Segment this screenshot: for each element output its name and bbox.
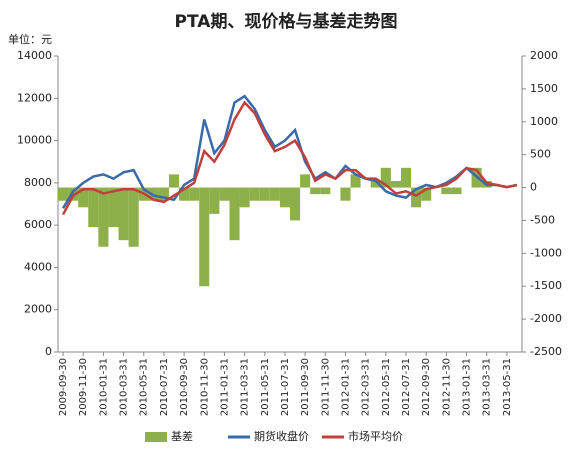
basis-bar xyxy=(340,187,351,201)
x-tick-label: 2012-07-31 xyxy=(401,358,412,416)
basis-bar xyxy=(441,187,452,195)
basis-bar xyxy=(58,187,69,201)
x-tick-label: 2013-05-31 xyxy=(502,358,513,416)
x-tick-label: 2009-11-30 xyxy=(78,358,89,416)
basis-bar xyxy=(118,187,129,241)
y-tick-label: 12000 xyxy=(17,91,52,104)
y2-tick-label: 500 xyxy=(530,148,551,161)
x-tick-label: 2011-07-31 xyxy=(280,358,291,416)
x-tick-label: 2010-03-31 xyxy=(119,358,130,416)
x-tick-label: 2012-09-30 xyxy=(421,358,432,416)
basis-bar xyxy=(350,174,361,188)
basis-bar xyxy=(411,187,422,208)
basis-bar xyxy=(390,180,401,188)
y-tick-label: 14000 xyxy=(17,49,52,62)
basis-bar xyxy=(199,187,210,287)
basis-bar xyxy=(269,187,280,201)
y2-tick-label: -1500 xyxy=(530,279,562,292)
y-tick-label: 6000 xyxy=(24,218,52,231)
basis-bar xyxy=(421,187,432,201)
x-tick-label: 2010-05-31 xyxy=(139,358,150,416)
y2-tick-label: 2000 xyxy=(530,49,558,62)
y-tick-label: 2000 xyxy=(24,303,52,316)
legend-swatch xyxy=(145,432,167,442)
basis-bar xyxy=(451,187,462,195)
legend-label: 市场平均价 xyxy=(348,429,403,443)
x-tick-label: 2011-09-30 xyxy=(300,358,311,416)
basis-bar xyxy=(370,180,381,188)
basis-bar xyxy=(168,174,180,188)
basis-bar xyxy=(279,187,290,208)
x-tick-label: 2010-09-30 xyxy=(179,358,190,416)
y2-tick-label: 1500 xyxy=(530,82,558,95)
basis-bar xyxy=(108,187,119,228)
basis-bar xyxy=(219,187,230,201)
x-tick-label: 2010-07-31 xyxy=(159,358,170,416)
basis-bar xyxy=(380,167,391,188)
x-tick-label: 2011-05-31 xyxy=(260,358,271,416)
basis-bar xyxy=(320,187,331,195)
basis-bar xyxy=(249,187,260,201)
y2-tick-label: -2500 xyxy=(530,345,562,358)
x-tick-label: 2011-01-31 xyxy=(219,358,230,416)
legend-label: 基差 xyxy=(171,429,193,443)
y2-tick-label: -2000 xyxy=(530,312,562,325)
chart-title: PTA期、现价格与基差走势图 xyxy=(175,11,398,32)
y-tick-label: 4000 xyxy=(24,260,52,273)
basis-bar xyxy=(189,187,200,201)
x-tick-label: 2012-03-31 xyxy=(361,358,372,416)
basis-bar xyxy=(78,187,89,208)
x-tick-label: 2012-11-30 xyxy=(441,358,452,416)
basis-bar xyxy=(259,187,270,201)
basis-bar xyxy=(179,187,190,201)
y2-tick-label: 0 xyxy=(530,181,537,194)
x-tick-label: 2009-09-30 xyxy=(58,358,69,416)
basis-bar xyxy=(98,187,109,247)
basis-bar xyxy=(88,187,99,228)
basis-bar xyxy=(158,187,169,201)
x-tick-label: 2013-03-31 xyxy=(482,358,493,416)
basis-bar xyxy=(310,187,321,195)
x-tick-label: 2013-01-31 xyxy=(462,358,473,416)
x-tick-label: 2012-01-31 xyxy=(340,358,351,416)
basis-bar xyxy=(290,187,301,221)
y2-tick-label: -500 xyxy=(530,213,555,226)
x-tick-label: 2011-03-31 xyxy=(240,358,251,416)
x-tick-label: 2010-11-30 xyxy=(199,358,210,416)
y2-tick-label: -1000 xyxy=(530,246,562,259)
x-tick-label: 2012-05-31 xyxy=(381,358,392,416)
unit-label: 单位：元 xyxy=(8,32,52,46)
y-tick-label: 8000 xyxy=(24,176,52,189)
basis-bar xyxy=(239,187,250,208)
basis-bar xyxy=(128,187,139,247)
y-tick-label: 10000 xyxy=(17,134,52,147)
price-line xyxy=(61,100,518,216)
y2-tick-label: 1000 xyxy=(530,115,558,128)
x-tick-label: 2011-11-30 xyxy=(320,358,331,416)
basis-bar xyxy=(400,167,412,188)
basis-bar xyxy=(209,187,220,214)
x-tick-label: 2010-01-31 xyxy=(98,358,109,416)
y-tick-label: 0 xyxy=(45,345,52,358)
basis-bar xyxy=(229,187,240,241)
legend-label: 期货收盘价 xyxy=(254,429,309,443)
basis-bar xyxy=(300,174,311,188)
